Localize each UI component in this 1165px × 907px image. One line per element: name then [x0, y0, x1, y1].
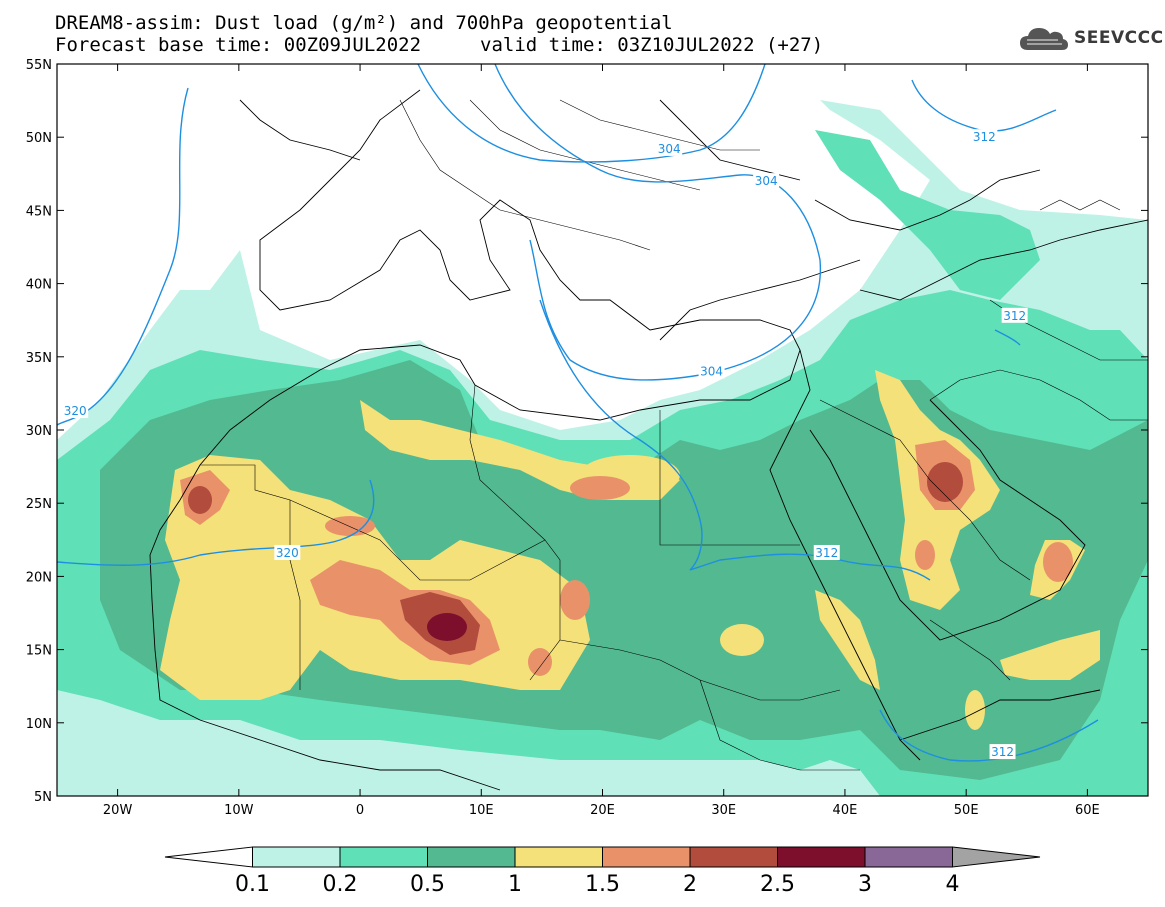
colorbar-label: 2 — [683, 872, 697, 897]
lon-tick-label: 0 — [356, 803, 364, 818]
colorbar-label: 0.5 — [410, 872, 445, 897]
dust-field — [57, 64, 1148, 796]
colorbar-segment — [777, 846, 866, 868]
colorbar-segment — [602, 846, 691, 868]
contour-label-bg — [698, 363, 725, 379]
lon-tick-label: 40E — [833, 803, 858, 818]
colorbar-label: 4 — [946, 872, 960, 897]
contour-label-bg — [656, 140, 683, 156]
colorbar-label: 1.5 — [585, 872, 620, 897]
dust-contour-1.5-oman — [1043, 542, 1073, 582]
colorbar-segment — [689, 846, 778, 868]
coastlines — [149, 89, 1148, 791]
contour-label-bg — [971, 129, 998, 145]
dust-contour-1.5-libya — [570, 476, 630, 500]
contour-label: 304 — [658, 142, 681, 156]
dust-contour-2-arabia — [927, 462, 963, 502]
lon-tick-label: 30E — [711, 803, 736, 818]
logo-text: SEEVCCC — [1074, 28, 1164, 48]
dust-contour-0.2-north — [815, 130, 1040, 300]
contour-label: 312 — [815, 546, 838, 560]
lat-tick-label: 5N — [34, 790, 52, 805]
colorbar-segment — [514, 846, 603, 868]
geopotential-312-north — [911, 79, 1057, 132]
contour-label-bg — [1001, 307, 1028, 323]
lat-tick-label: 20N — [26, 570, 52, 585]
contour-label: 304 — [700, 364, 723, 378]
colorbar-label: 0.2 — [323, 872, 358, 897]
cloud-icon — [1020, 28, 1068, 50]
seevccc-logo: SEEVCCC — [1018, 24, 1164, 52]
dust-contour-1-horn — [965, 690, 985, 730]
lon-tick-label: 20W — [103, 803, 133, 818]
geopotential-320-africa — [57, 479, 375, 566]
lat-tick-label: 10N — [26, 717, 52, 732]
valid-time: valid time: 03Z10JUL2022 (+27) — [480, 34, 824, 56]
dust-contour-1.5-niger — [528, 648, 552, 676]
borders — [200, 99, 1148, 771]
contour-label: 312 — [1003, 309, 1026, 323]
dust-contour-1.5-chad — [560, 580, 590, 620]
axis-ticks: 20W 10W 0 10E 20E 30E 40E 50E 60E 55N 50N 45N 40N 35N… — [26, 58, 1148, 818]
lon-tick-label: 20E — [590, 803, 615, 818]
geopotential-304-south — [539, 299, 931, 581]
chart-title: DREAM8-assim: Dust load (g/m²) and 700hP… — [55, 12, 673, 34]
lat-tick-label: 40N — [26, 278, 52, 293]
colorbar-label: 1 — [508, 872, 522, 897]
geopotential-304-east — [494, 64, 822, 381]
colorbar-segment — [427, 846, 516, 868]
dust-contour-0.5 — [100, 360, 1148, 780]
geopotential-312-south — [879, 709, 1099, 762]
contour-labels: 304 304 304 312 312 312 312 320 320 — [62, 129, 1028, 760]
dust-contour-1-yemen — [1000, 630, 1100, 680]
lat-tick-label: 25N — [26, 497, 52, 512]
lon-tick-label: 10E — [469, 803, 494, 818]
dust-contour-1-sudan — [720, 624, 764, 656]
lat-tick-label: 50N — [26, 131, 52, 146]
contour-label: 320 — [64, 404, 87, 418]
dust-contour-2.5-niger — [427, 613, 467, 641]
colorbar: 0.1 0.2 0.5 1 1.5 2 2.5 3 4 — [164, 846, 1041, 897]
colorbar-label: 3 — [858, 872, 872, 897]
geopotential-contours — [57, 64, 1099, 762]
geopotential-312-caspian — [994, 329, 1021, 346]
contour-label: 312 — [991, 745, 1014, 759]
colorbar-label: 2.5 — [760, 872, 795, 897]
dust-contour-2-mauritania — [188, 486, 212, 514]
lon-tick-label: 10W — [224, 803, 254, 818]
geopotential-304-north — [417, 64, 766, 163]
lon-tick-label: 60E — [1075, 803, 1100, 818]
dust-contour-1.5-riyadh — [915, 540, 935, 570]
lat-tick-label: 15N — [26, 644, 52, 659]
colorbar-segment — [252, 846, 341, 868]
lat-tick-label: 55N — [26, 58, 52, 73]
forecast-base-time: Forecast base time: 00Z09JUL2022 — [55, 34, 422, 56]
lon-tick-label: 50E — [954, 803, 979, 818]
contour-label-bg — [753, 173, 780, 189]
colorbar-label: 0.1 — [235, 872, 270, 897]
colorbar-segment — [864, 846, 953, 868]
lat-tick-label: 45N — [26, 204, 52, 219]
contour-label: 312 — [973, 130, 996, 144]
dust-contour-1-redsea — [815, 590, 880, 690]
contour-label: 304 — [755, 174, 778, 188]
contour-label-bg — [62, 402, 89, 418]
colorbar-segment — [339, 846, 428, 868]
colorbar-segment — [164, 846, 253, 868]
lat-tick-label: 35N — [26, 351, 52, 366]
colorbar-segment — [952, 846, 1041, 868]
contour-label-bg — [813, 544, 840, 560]
contour-label-bg — [274, 544, 301, 560]
lat-tick-label: 30N — [26, 424, 52, 439]
contour-label-bg — [989, 744, 1016, 760]
contour-label: 320 — [276, 546, 299, 560]
